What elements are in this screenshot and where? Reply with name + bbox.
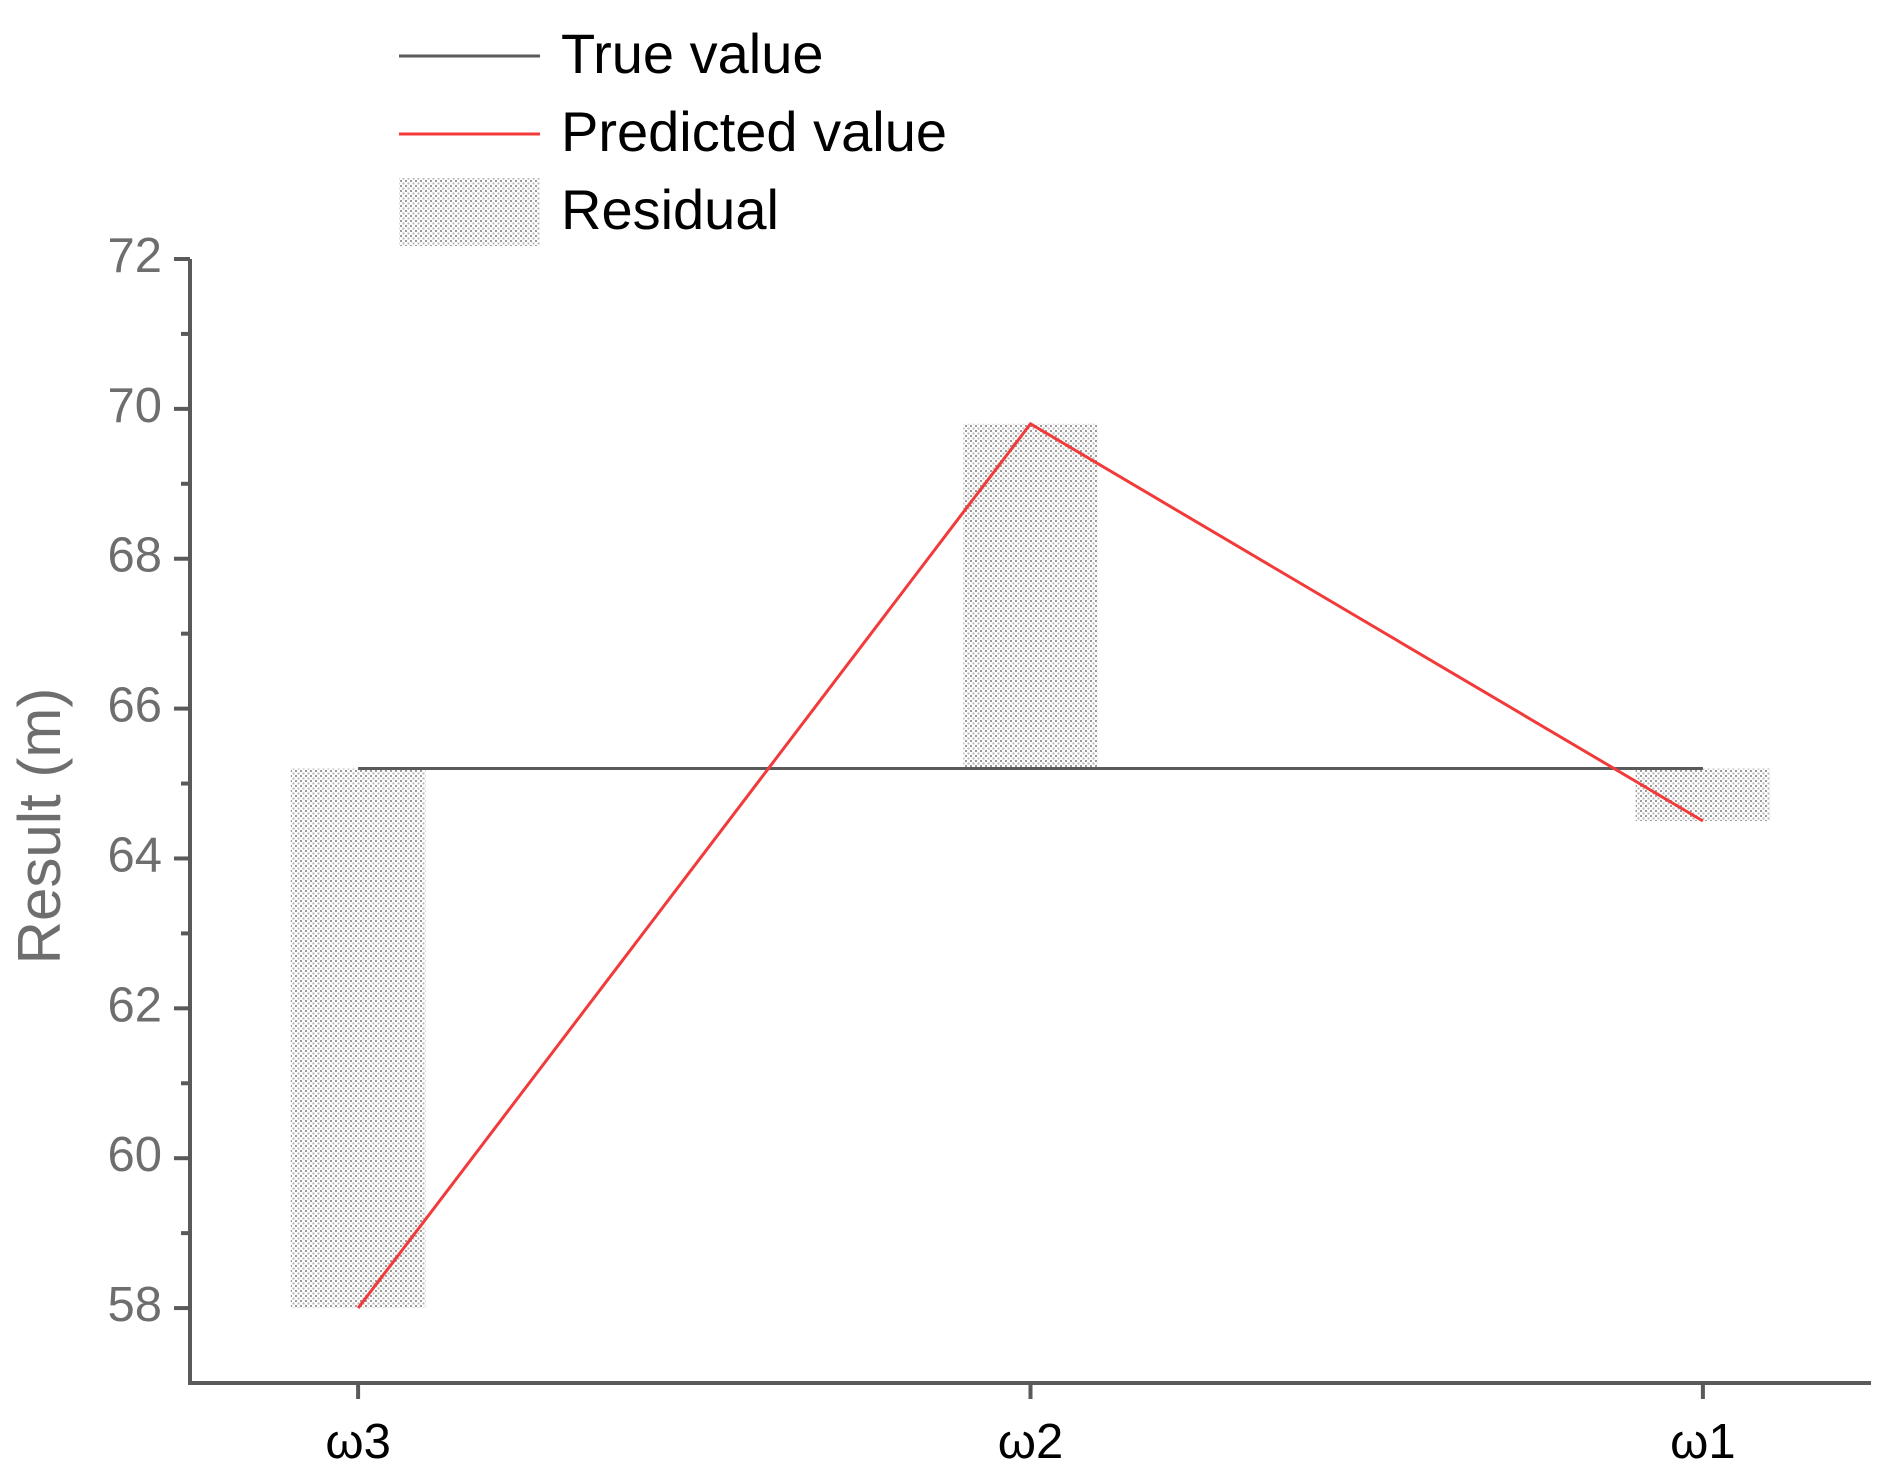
y-axis-label: Result (m) — [6, 688, 73, 965]
y-tick-label: 72 — [107, 229, 162, 283]
legend-label: Predicted value — [561, 100, 947, 163]
y-tick-label: 60 — [107, 1128, 162, 1182]
y-tick-label: 68 — [107, 529, 162, 583]
y-tick-label: 70 — [107, 379, 162, 433]
x-tick-label: ω3 — [325, 1415, 391, 1469]
legend-label: True value — [561, 22, 824, 85]
series-line — [356, 421, 1704, 1309]
y-tick-label: 62 — [107, 978, 162, 1032]
y-tick-label: 64 — [107, 828, 162, 882]
legend-swatch — [399, 178, 540, 246]
x-tick-label: ω2 — [998, 1415, 1064, 1469]
legend-label: Residual — [561, 178, 779, 241]
residual-bar — [290, 768, 426, 1309]
x-tick-label: ω1 — [1670, 1415, 1736, 1469]
y-tick-label: 58 — [107, 1278, 162, 1332]
residual-bar — [963, 423, 1098, 769]
y-tick-label: 66 — [107, 679, 162, 733]
